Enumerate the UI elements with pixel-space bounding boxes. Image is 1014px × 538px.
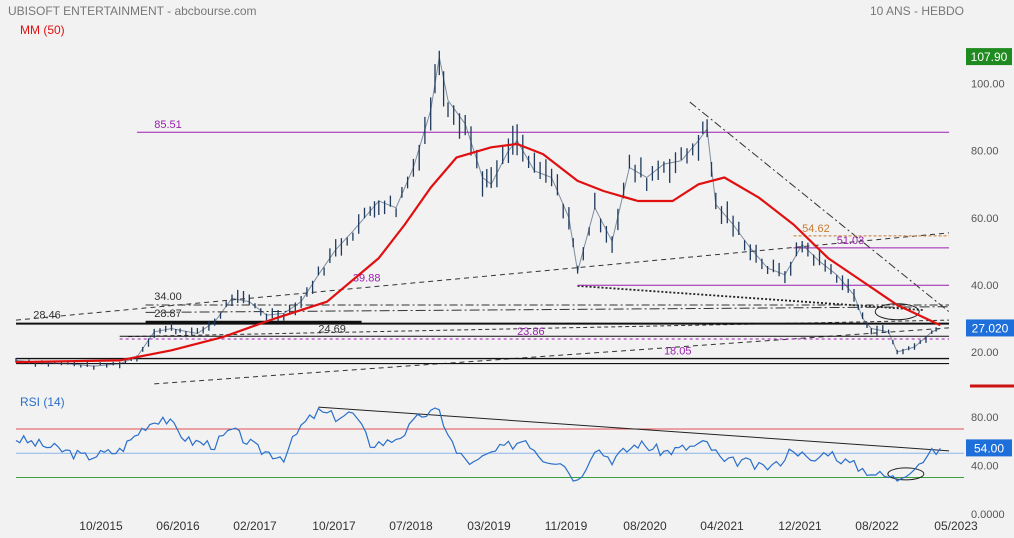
annotations: 107.90 27.020: [966, 48, 1014, 337]
rsi-line: [15, 407, 941, 482]
x-tick-label: 10/2017: [312, 519, 356, 533]
price-y-axis: 100.00 80.00 60.00 40.00 20.00: [971, 79, 1005, 359]
high-value-badge: [966, 48, 1012, 66]
level-label: 28.46: [33, 310, 61, 322]
chart-title: UBISOFT ENTERTAINMENT - abcbourse.com: [8, 4, 257, 18]
rsi-tick-label: 80.00: [971, 412, 999, 424]
level-label: 24.69: [318, 323, 346, 335]
rsi-tick-label: 40.00: [971, 460, 999, 472]
x-tick-label: 08/2020: [623, 519, 667, 533]
x-tick-label: 11/2019: [545, 519, 588, 533]
x-axis: 10/2015 06/2016 02/2017 10/2017 07/2018 03/20…: [79, 519, 978, 533]
x-tick-label: 04/2021: [700, 519, 744, 533]
trendline: [145, 306, 950, 313]
level-label: 34.00: [154, 291, 182, 303]
price-tick-label: 20.00: [971, 347, 999, 359]
x-tick-label: 07/2018: [389, 519, 433, 533]
price-tick-label: 40.00: [971, 280, 999, 292]
trendline: [154, 327, 950, 385]
horizontal-levels: 85.51 54.62 51.03 39.88 34.00 28.46 28.87 24.69…: [16, 119, 950, 365]
x-tick-label: 08/2022: [855, 519, 899, 533]
trendline: [577, 285, 924, 311]
ma-line: [15, 142, 941, 364]
period-label: 10 ANS - HEBDO: [870, 4, 964, 18]
level-label: 23.86: [517, 326, 545, 338]
rsi-last-badge: [966, 439, 1012, 457]
moving-average-series: [15, 142, 941, 364]
last-value-badge: [966, 319, 1014, 337]
ma-legend: MM (50): [20, 23, 65, 37]
level-label: 39.88: [353, 272, 381, 284]
price-line: [15, 57, 941, 367]
last-value-text: 27.020: [972, 321, 1009, 335]
rsi-tick-label: 0.0000: [971, 509, 1005, 521]
price-tick-label: 60.00: [971, 213, 999, 225]
level-label: 28.87: [154, 308, 182, 320]
x-tick-label: 02/2017: [233, 519, 277, 533]
trendline: [15, 232, 950, 321]
rsi-last-text: 54.00: [974, 441, 1004, 455]
price-tick-label: 80.00: [971, 146, 999, 158]
level-label: 18.05: [664, 346, 692, 358]
rsi-legend: RSI (14): [20, 395, 65, 409]
trendline: [689, 101, 950, 313]
x-tick-label: 10/2015: [79, 519, 123, 533]
rsi-trendline: [318, 406, 950, 452]
high-value-text: 107.90: [971, 50, 1008, 64]
x-tick-label: 03/2019: [467, 519, 511, 533]
level-label: 51.03: [837, 235, 865, 247]
level-label: 54.62: [802, 223, 830, 235]
rsi-panel: 80.00 40.00 0.0000 54.00: [15, 406, 1012, 521]
x-tick-label: 05/2023: [934, 519, 978, 533]
trendline: [128, 319, 950, 338]
rsi-highlight-ellipse: [887, 467, 925, 481]
level-label: 85.51: [154, 119, 182, 131]
x-tick-label: 12/2021: [778, 519, 822, 533]
price-tick-label: 100.00: [971, 79, 1005, 91]
x-tick-label: 06/2016: [156, 519, 200, 533]
